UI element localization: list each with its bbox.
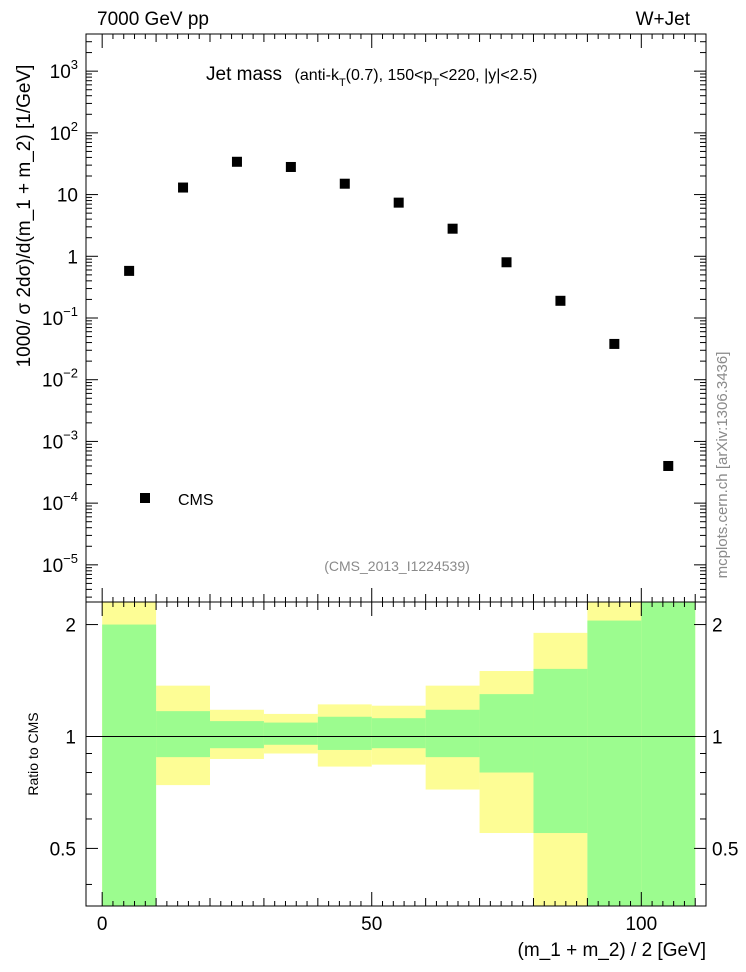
ratio-inner-band-bin xyxy=(317,716,372,750)
main-y-tick-label: 103 xyxy=(50,57,78,83)
ratio-y-tick-label: 2 xyxy=(65,616,76,637)
x-axis-label: (m_1 + m_2) / 2 [GeV] xyxy=(518,940,707,961)
main-y-tick-label: 10 xyxy=(57,186,78,207)
data-point-cms xyxy=(285,161,296,172)
ratio-inner-band-bin xyxy=(210,721,264,749)
data-point-cms xyxy=(447,223,458,234)
main-y-tick-label: 1 xyxy=(67,247,78,268)
plot-title-sub-1: T xyxy=(339,77,346,89)
data-point-cms xyxy=(393,197,404,208)
main-data-series xyxy=(124,156,674,471)
data-point-cms xyxy=(555,295,566,306)
ratio-inner-band xyxy=(102,602,696,906)
x-tick-label: 0 xyxy=(97,914,108,935)
ratio-inner-band-bin xyxy=(156,711,210,758)
data-point-cms xyxy=(339,178,350,189)
ratio-inner-band-bin xyxy=(263,722,318,745)
ratio-y-tick-label: 0.5 xyxy=(50,839,76,860)
ratio-y-tick-label: 1 xyxy=(65,727,76,748)
data-point-cms xyxy=(231,156,242,167)
main-y-tick-label: 10−5 xyxy=(42,551,78,577)
data-point-cms xyxy=(178,182,189,193)
ratio-y-tick-label-right: 1 xyxy=(712,727,723,748)
main-y-tick-label: 102 xyxy=(50,119,78,145)
ratio-plot-panel: 0.5 0.5 1 1 2 2 0 50 100 Ratio to CMS (m_1 + m_… xyxy=(25,601,738,961)
data-point-cms xyxy=(609,338,620,349)
plot-title-main: Jet mass xyxy=(206,64,282,85)
plot-title-detail-1: (anti-k xyxy=(294,67,339,84)
ratio-y-axis: 0.5 0.5 1 1 2 2 xyxy=(50,616,738,885)
main-plot-frame xyxy=(85,33,707,603)
ratio-inner-band-bin xyxy=(641,602,696,906)
plot-title-sub-2: T xyxy=(432,77,439,89)
x-tick-label: 100 xyxy=(625,914,657,935)
main-y-tick-label: 10−4 xyxy=(42,489,78,515)
header-left-label: 7000 GeV pp xyxy=(97,9,209,30)
analysis-id: (CMS_2013_I1224539) xyxy=(324,558,470,574)
plot-title-detail-3: <220, |y|<2.5) xyxy=(439,67,537,84)
ratio-inner-band-bin xyxy=(102,624,157,906)
legend-marker-cms xyxy=(140,493,150,503)
x-tick-label: 50 xyxy=(361,914,382,935)
ratio-y-axis-label: Ratio to CMS xyxy=(25,712,41,795)
plot-title-detail-2: (0.7), 150<p xyxy=(346,67,433,84)
ratio-inner-band-bin xyxy=(479,694,534,773)
data-point-cms xyxy=(501,257,512,268)
ratio-inner-band-bin xyxy=(533,668,588,834)
main-y-tick-label: 10−2 xyxy=(42,366,78,392)
data-point-cms xyxy=(124,265,135,276)
ratio-inner-band-bin xyxy=(371,718,426,749)
data-point-cms xyxy=(663,460,674,471)
header-right-label: W+Jet xyxy=(636,9,691,30)
ratio-x-axis: 0 50 100 xyxy=(97,602,696,935)
ratio-inner-band-bin xyxy=(587,620,642,906)
legend-label-cms: CMS xyxy=(178,492,214,509)
ratio-y-tick-label-right: 2 xyxy=(712,616,723,637)
main-y-tick-label: 10−3 xyxy=(42,427,78,453)
ratio-y-tick-label-right: 0.5 xyxy=(712,839,738,860)
main-y-tick-label: 10−1 xyxy=(42,304,78,330)
plot-title: Jet mass (anti-kT(0.7), 150<pT<220, |y|<… xyxy=(206,64,537,89)
legend: CMS xyxy=(140,492,214,509)
mcplots-watermark: mcplots.cern.ch [arXiv:1306.3436] xyxy=(714,352,731,579)
main-y-axis-label: 1000/ σ 2dσ)/d(m_1 + m_2) [1/GeV] xyxy=(14,65,35,368)
ratio-inner-band-bin xyxy=(425,709,480,758)
